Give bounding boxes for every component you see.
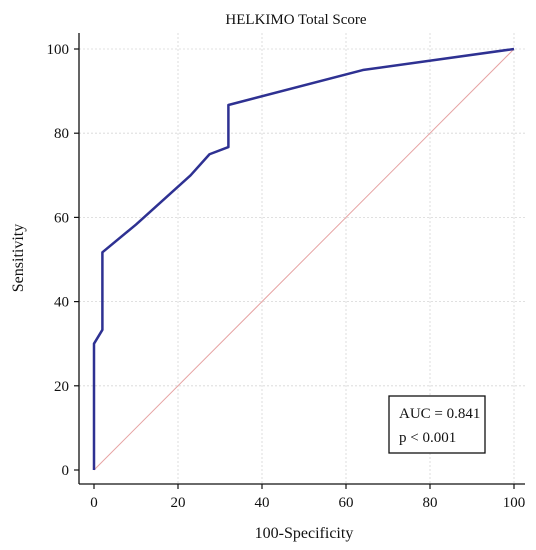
reference-diagonal bbox=[93, 48, 515, 471]
x-tick-label-2: 40 bbox=[255, 495, 270, 511]
axes bbox=[78, 33, 525, 485]
x-tick-label-5: 100 bbox=[503, 495, 526, 511]
y-tick-label-5: 100 bbox=[47, 42, 70, 58]
x-tick-label-3: 60 bbox=[339, 495, 354, 511]
y-axis-label: Sensitivity bbox=[10, 224, 27, 292]
y-tick-label-1: 20 bbox=[54, 379, 69, 395]
x-axis-label: 100-Specificity bbox=[255, 525, 354, 542]
y-tick-label-0: 0 bbox=[62, 463, 70, 479]
x-tick-label-0: 0 bbox=[90, 495, 98, 511]
plot-area: 0 20 40 60 80 100 0 20 40 60 80 100 bbox=[47, 33, 525, 511]
x-tick-label-1: 20 bbox=[171, 495, 186, 511]
roc-curve bbox=[92, 47, 515, 470]
chart-title: HELKIMO Total Score bbox=[225, 12, 366, 28]
auc-annotation-line-1: AUC = 0.841 bbox=[399, 406, 480, 422]
grid bbox=[79, 33, 525, 484]
y-tick-label-2: 40 bbox=[54, 295, 69, 311]
y-tick-label-3: 60 bbox=[54, 210, 69, 226]
x-axis-ticks: 0 20 40 60 80 100 bbox=[90, 484, 525, 511]
y-tick-label-4: 80 bbox=[54, 126, 69, 142]
auc-annotation-line-2: p < 0.001 bbox=[399, 430, 456, 446]
y-axis-ticks: 0 20 40 60 80 100 bbox=[47, 42, 79, 479]
auc-annotation-box: AUC = 0.841 p < 0.001 bbox=[388, 395, 486, 454]
x-tick-label-4: 80 bbox=[423, 495, 438, 511]
